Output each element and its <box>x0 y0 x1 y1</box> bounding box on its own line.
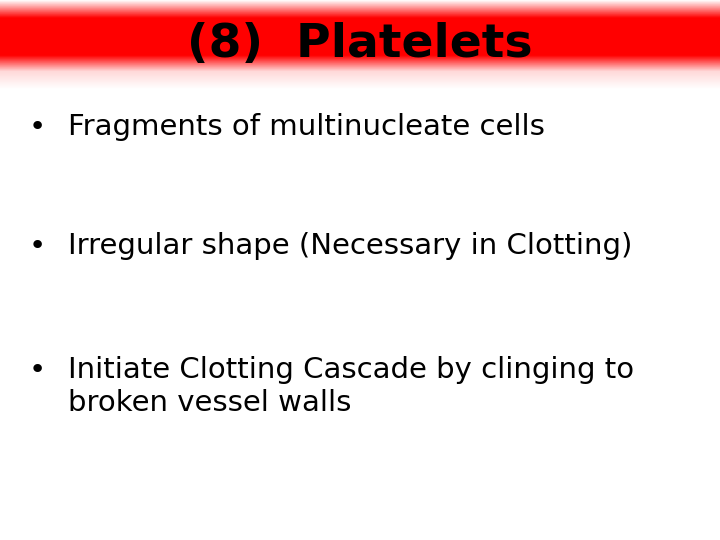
Text: Irregular shape (Necessary in Clotting): Irregular shape (Necessary in Clotting) <box>68 232 633 260</box>
Text: Initiate Clotting Cascade by clinging to
broken vessel walls: Initiate Clotting Cascade by clinging to… <box>68 356 634 417</box>
Text: •: • <box>29 356 46 384</box>
Text: Fragments of multinucleate cells: Fragments of multinucleate cells <box>68 113 545 141</box>
Text: (8)  Platelets: (8) Platelets <box>187 22 533 67</box>
Text: •: • <box>29 113 46 141</box>
Text: •: • <box>29 232 46 260</box>
